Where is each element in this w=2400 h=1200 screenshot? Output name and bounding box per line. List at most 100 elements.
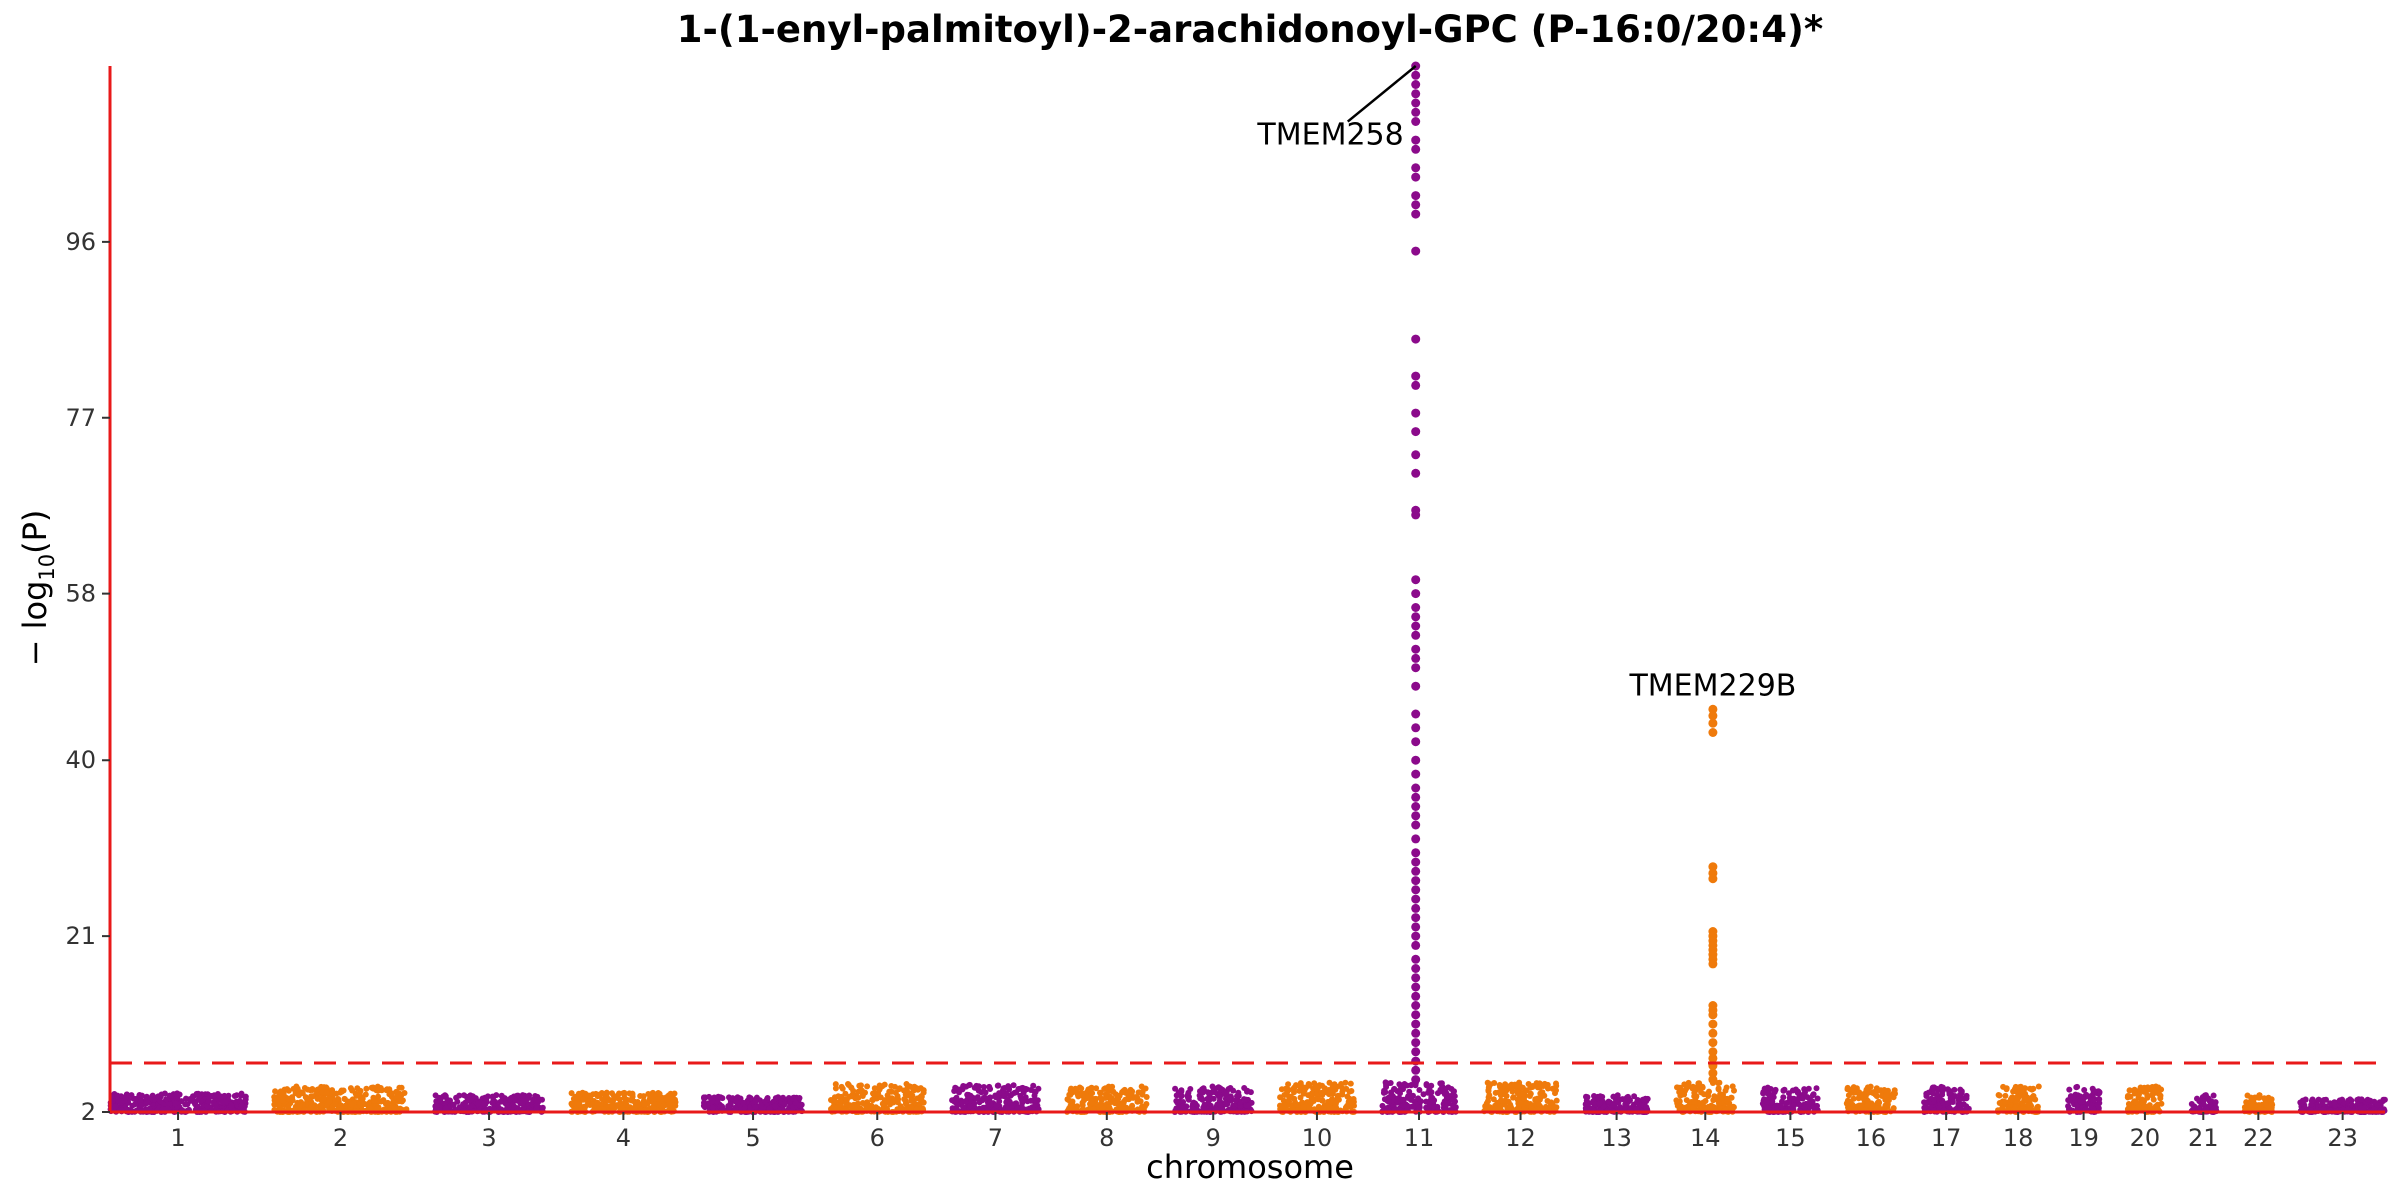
snp-point-chr1: [242, 1093, 249, 1100]
snp-point-chr10: [1327, 1087, 1333, 1094]
peak-point-TMEM258: [1411, 1001, 1421, 1010]
snp-point-chr5: [717, 1094, 724, 1101]
snp-point-chr21: [2194, 1095, 2200, 1102]
snp-point-chr8: [1102, 1094, 1109, 1101]
snp-point-chr7: [1009, 1102, 1016, 1109]
snp-point-chr20: [2155, 1084, 2162, 1091]
snp-point-chr8: [1143, 1094, 1150, 1100]
snp-point-chr7: [1022, 1085, 1029, 1092]
snp-point-chr13: [1605, 1098, 1612, 1105]
snp-point-chr6: [864, 1083, 871, 1090]
y-tick-label: 77: [65, 404, 96, 432]
snp-point-chr14: [1699, 1083, 1706, 1090]
snp-point-chr19: [2091, 1088, 2098, 1095]
snp-point-chr10: [1344, 1093, 1351, 1100]
peak-point-TMEM258: [1411, 1038, 1421, 1048]
snp-point-chr13: [1609, 1102, 1616, 1108]
snp-point-chr2: [388, 1090, 395, 1097]
snp-point-chr12: [1487, 1081, 1494, 1088]
snp-point-chr7: [975, 1083, 982, 1090]
peak-point-TMEM229B: [1708, 1047, 1718, 1057]
snp-point-chr6: [855, 1088, 862, 1095]
snp-point-chr5: [732, 1098, 739, 1105]
snp-point-chr7: [974, 1094, 981, 1101]
snp-point-chr20: [2133, 1099, 2140, 1106]
peak-point-TMEM258: [1411, 371, 1421, 381]
snp-point-chr14: [1716, 1100, 1722, 1107]
snp-point-chr14: [1724, 1095, 1731, 1102]
x-tick-label: 22: [2243, 1124, 2274, 1152]
snp-point-chr9: [1226, 1095, 1233, 1102]
peak-point-TMEM229B: [1708, 1053, 1718, 1063]
snp-point-chr1: [128, 1092, 135, 1099]
snp-point-chr23: [2336, 1097, 2343, 1104]
snp-point-chr10: [1291, 1089, 1297, 1096]
snp-point-chr12: [1492, 1089, 1499, 1096]
snp-point-chr23: [2361, 1104, 2368, 1111]
snp-point-chr8: [1132, 1094, 1139, 1101]
snp-point-chr7: [960, 1104, 967, 1111]
snp-point-chr19: [2066, 1086, 2073, 1093]
snp-point-chr1: [157, 1098, 164, 1105]
snp-point-chr4: [586, 1092, 593, 1099]
snp-point-chr2: [293, 1083, 300, 1090]
snp-point-chr15: [1805, 1085, 1812, 1092]
snp-point-chr1: [115, 1097, 122, 1104]
snp-point-chr6: [843, 1096, 850, 1103]
snp-point-chr7: [1005, 1085, 1012, 1092]
snp-point-chr6: [881, 1081, 888, 1088]
snp-point-chr16: [1869, 1102, 1876, 1109]
snp-point-chr10: [1313, 1084, 1320, 1091]
snp-point-chr5: [740, 1099, 747, 1106]
snp-point-chr1: [206, 1094, 213, 1100]
snp-point-chr4: [660, 1102, 667, 1109]
snp-point-chr13: [1585, 1100, 1592, 1107]
snp-point-chr12: [1505, 1098, 1512, 1105]
snp-point-chr4: [568, 1100, 575, 1107]
snp-point-chr6: [914, 1086, 921, 1093]
snp-point-chr11: [1445, 1093, 1452, 1100]
peak-point-TMEM229B: [1708, 1075, 1718, 1085]
peak-point-TMEM229B: [1708, 1019, 1718, 1029]
snp-point-chr14: [1715, 1086, 1722, 1093]
snp-point-chr12: [1552, 1090, 1558, 1097]
snp-point-chr1: [187, 1097, 194, 1104]
snp-point-chr7: [1028, 1087, 1034, 1093]
snp-point-chr12: [1494, 1099, 1501, 1106]
snp-point-chr14: [1678, 1090, 1685, 1097]
peak-point-TMEM258: [1411, 612, 1421, 622]
snp-point-chr1: [157, 1093, 164, 1100]
snp-point-chr9: [1230, 1087, 1237, 1094]
snp-point-chr3: [450, 1102, 457, 1109]
snp-point-chr19: [2096, 1096, 2103, 1103]
peak-point-TMEM258: [1411, 172, 1421, 182]
snp-point-chr1: [238, 1102, 245, 1109]
snp-point-chr12: [1553, 1104, 1560, 1111]
snp-point-chr2: [398, 1097, 405, 1104]
snp-point-chr4: [667, 1103, 673, 1110]
snp-point-chr2: [328, 1090, 335, 1097]
snp-point-chr6: [898, 1105, 905, 1112]
snp-point-chr11: [1410, 1092, 1416, 1099]
snp-point-chr15: [1764, 1084, 1771, 1091]
snp-point-chr2: [308, 1103, 315, 1110]
snp-point-chr14: [1674, 1102, 1681, 1109]
snp-point-chr18: [2014, 1089, 2021, 1096]
snp-point-chr8: [1080, 1093, 1086, 1100]
snp-point-chr1: [129, 1102, 136, 1109]
snp-point-chr17: [1951, 1086, 1958, 1093]
snp-point-chr6: [896, 1086, 903, 1093]
snp-point-chr2: [353, 1092, 360, 1099]
snp-point-chr7: [952, 1085, 959, 1092]
peak-point-TMEM258: [1411, 940, 1421, 950]
snp-point-chr18: [1995, 1092, 2002, 1098]
snp-point-chr11: [1442, 1104, 1449, 1111]
snp-point-chr4: [640, 1093, 647, 1100]
peak-point-TMEM258: [1411, 820, 1421, 830]
snp-point-chr5: [726, 1094, 732, 1101]
snp-point-chr17: [1939, 1091, 1946, 1098]
snp-point-chr10: [1332, 1104, 1338, 1111]
snp-point-chr8: [1125, 1089, 1132, 1096]
snp-point-chr12: [1525, 1081, 1532, 1087]
snp-point-chr5: [732, 1105, 739, 1112]
